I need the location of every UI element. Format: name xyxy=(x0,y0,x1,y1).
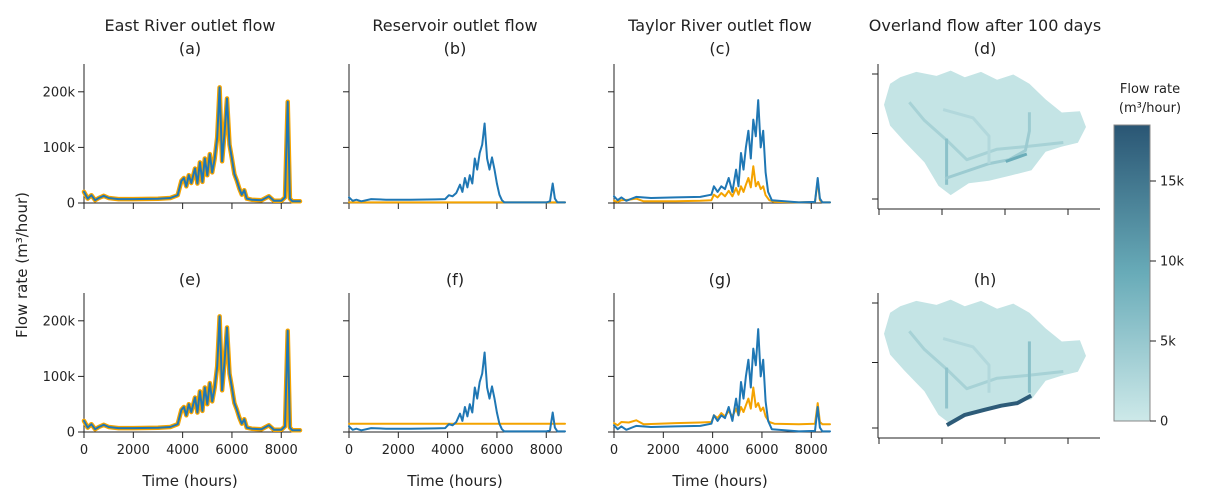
series-line-orange xyxy=(613,165,831,204)
x-tick-label: 8000 xyxy=(265,443,298,458)
colorbar-tick-label: 0 xyxy=(1160,415,1168,430)
x-tick-label: 4000 xyxy=(166,443,199,458)
x-tick-label: 6000 xyxy=(480,443,513,458)
series-line-blue xyxy=(83,86,301,203)
panel-c xyxy=(608,64,831,209)
panel-label-e: (e) xyxy=(179,270,201,289)
x-tick-label: 0 xyxy=(80,443,88,458)
colorbar-tick-label: 15k xyxy=(1160,175,1185,190)
y-tick-label: 200k xyxy=(43,314,76,329)
stream-channel xyxy=(942,108,991,164)
colorbar-tick-label: 10k xyxy=(1160,255,1185,270)
panel-b xyxy=(343,64,566,209)
x-tick-label: 6000 xyxy=(745,443,778,458)
column-title-reservoir: Reservoir outlet flow xyxy=(372,16,537,35)
x-tick-label: 6000 xyxy=(215,443,248,458)
x-tick-label: 4000 xyxy=(696,443,729,458)
colorbar-tick-label: 5k xyxy=(1160,335,1176,350)
map-panel-h xyxy=(872,293,1100,444)
column-title-east-river: East River outlet flow xyxy=(105,16,276,35)
x-axis-label-f: Time (hours) xyxy=(406,472,502,490)
x-tick-label: 0 xyxy=(345,443,353,458)
panel-a: 0 100k 200k xyxy=(43,64,303,212)
stream-channel xyxy=(1005,152,1028,163)
y-axis-label: Flow rate (m³/hour) xyxy=(13,192,31,338)
y-tick-label: 100k xyxy=(43,370,76,385)
panel-f: 0 2000 4000 6000 8000 xyxy=(343,293,566,458)
series-line-blue xyxy=(613,328,831,433)
colorbar-title-line1: Flow rate xyxy=(1120,82,1180,97)
x-tick-label: 8000 xyxy=(530,443,563,458)
stream-channel xyxy=(945,393,1033,427)
y-tick-label: 0 xyxy=(67,197,75,212)
series-line-blue xyxy=(83,315,301,432)
colorbar: Flow rate (m³/hour) 0 5k 10k 15k xyxy=(1113,82,1185,430)
y-tick-label: 100k xyxy=(43,141,76,156)
series-line-blue xyxy=(348,122,566,204)
x-tick-label: 2000 xyxy=(382,443,415,458)
panel-label-c: (c) xyxy=(709,39,730,58)
panel-label-h: (h) xyxy=(974,270,997,289)
stream-channel xyxy=(944,112,1031,180)
line-panels: 0 100k 200k 0 100k 200k 0 2000 4000 6000 8000 0 2000… xyxy=(43,64,831,458)
panel-label-f: (f) xyxy=(446,270,464,289)
x-tick-label: 0 xyxy=(610,443,618,458)
panel-label-d: (d) xyxy=(974,39,997,58)
x-tick-label: 2000 xyxy=(647,443,680,458)
x-tick-label: 8000 xyxy=(795,443,828,458)
column-title-taylor-river: Taylor River outlet flow xyxy=(627,16,812,35)
x-axis-label-e: Time (hours) xyxy=(141,472,237,490)
series-line-orange xyxy=(613,386,831,427)
stream-channel xyxy=(942,337,991,393)
y-tick-label: 200k xyxy=(43,85,76,100)
panel-label-g: (g) xyxy=(709,270,732,289)
y-tick-label: 0 xyxy=(67,426,75,441)
colorbar-title-line2: (m³/hour) xyxy=(1119,101,1181,116)
series-line-orange xyxy=(81,85,303,204)
series-line-blue xyxy=(613,99,831,204)
colorbar-ticks: 0 5k 10k 15k xyxy=(1150,175,1185,430)
series-line-blue xyxy=(348,351,566,433)
panel-label-a: (a) xyxy=(179,39,201,58)
x-axis-label-g: Time (hours) xyxy=(671,472,767,490)
x-tick-label: 4000 xyxy=(431,443,464,458)
x-tick-label: 2000 xyxy=(117,443,150,458)
map-panel-d xyxy=(872,64,1100,215)
series-line-orange xyxy=(81,314,303,433)
map-panels xyxy=(872,64,1100,444)
panel-label-b: (b) xyxy=(444,39,467,58)
panel-e: 0 100k 200k 0 2000 4000 6000 8000 xyxy=(43,293,303,458)
colorbar-gradient xyxy=(1113,124,1151,422)
column-title-overland-flow: Overland flow after 100 days xyxy=(869,16,1101,35)
panel-g: 0 2000 4000 6000 8000 xyxy=(608,293,831,458)
stream-channel xyxy=(908,330,1064,391)
